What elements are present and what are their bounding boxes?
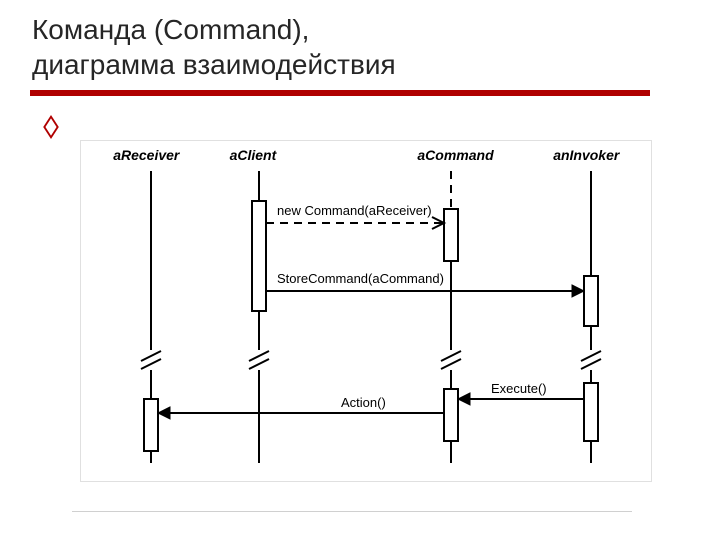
bullet-icon — [43, 115, 59, 139]
message-execute: Execute() — [491, 381, 547, 396]
title-underline — [30, 90, 650, 96]
lifeline-label-command: aCommand — [417, 147, 493, 163]
lifeline-label-client: aClient — [230, 147, 277, 163]
sequence-diagram: aReceiver aClient aCommand anInvoker new… — [80, 140, 652, 482]
title-line-2: диаграмма взаимодействия — [32, 49, 396, 80]
footer-rule — [72, 511, 632, 512]
title-line-1: Команда (Command), — [32, 14, 309, 45]
lifeline-label-receiver: aReceiver — [113, 147, 179, 163]
lifeline-label-invoker: anInvoker — [553, 147, 619, 163]
message-action: Action() — [341, 395, 386, 410]
message-store: StoreCommand(aCommand) — [277, 271, 444, 286]
slide-title: Команда (Command), диаграмма взаимодейст… — [32, 12, 690, 82]
message-new: new Command(aReceiver) — [277, 203, 432, 218]
diagram-svg — [81, 141, 651, 481]
